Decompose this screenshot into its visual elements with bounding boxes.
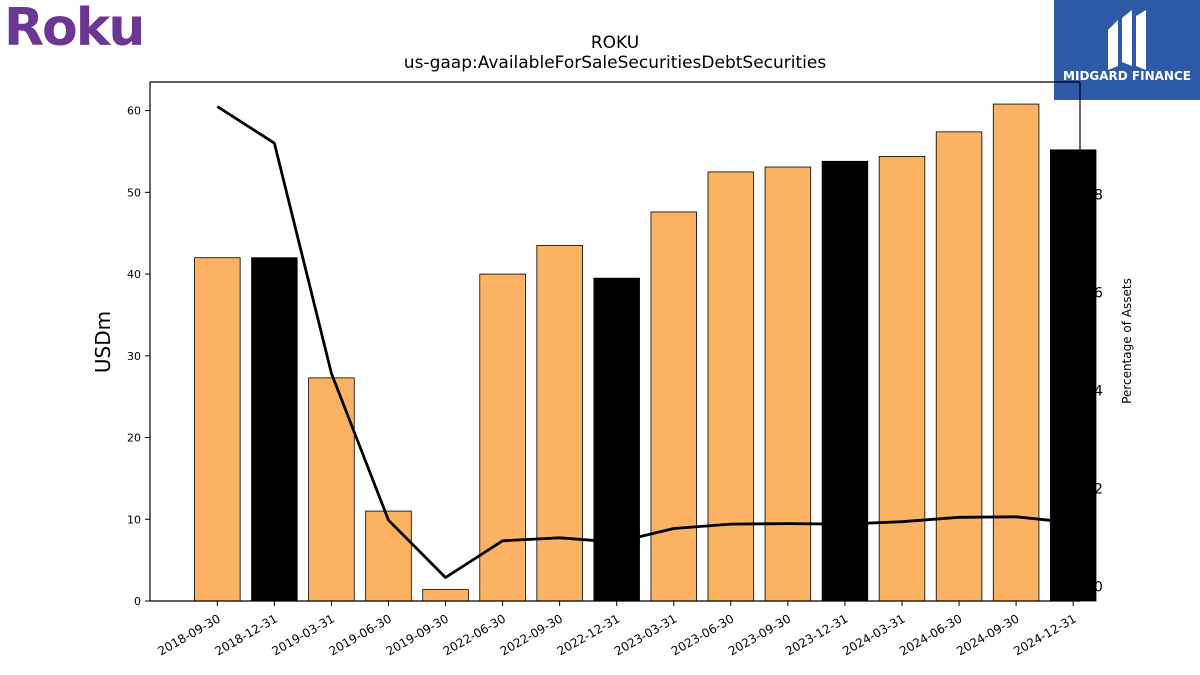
bar-2018-09-30 (194, 257, 241, 602)
x-tick-label-2022-09-30: 2022-09-30 (498, 611, 565, 658)
x-tick-label-2022-06-30: 2022-06-30 (441, 611, 508, 658)
y2-tick-label-4: 4 (1094, 383, 1103, 399)
bar-2024-12-31 (1049, 149, 1097, 602)
bar-2023-06-30 (707, 171, 755, 602)
x-tick-label-2024-06-30: 2024-06-30 (897, 611, 964, 658)
bar-2023-12-31 (821, 160, 869, 602)
x-tick-label-2024-12-31: 2024-12-31 (1011, 611, 1078, 658)
bar-2022-09-30 (536, 245, 583, 602)
x-tick-label-2018-12-31: 2018-12-31 (212, 611, 279, 658)
x-tick-label-2023-03-31: 2023-03-31 (612, 611, 679, 658)
x-tick-label-2024-09-30: 2024-09-30 (954, 611, 1021, 658)
bar-2019-09-30 (422, 589, 469, 602)
x-tick-label-2023-09-30: 2023-09-30 (726, 611, 793, 658)
plot-area: 0102030405060024682018-09-302018-12-3120… (127, 81, 1103, 658)
chart-subtitle: us-gaap:AvailableForSaleSecuritiesDebtSe… (404, 53, 827, 73)
x-tick-label-2024-03-31: 2024-03-31 (840, 611, 907, 658)
midgard-m-icon (1108, 10, 1146, 70)
y-tick-label-30: 30 (127, 350, 141, 363)
y-tick-label-0: 0 (134, 595, 141, 608)
y-tick-label-40: 40 (127, 268, 141, 281)
bar-2024-03-31 (878, 155, 926, 602)
bar-2018-12-31 (251, 257, 298, 602)
y2-axis-label: Percentage of Assets (1120, 278, 1134, 404)
y-tick-label-10: 10 (127, 513, 141, 526)
bar-2023-09-30 (764, 166, 812, 602)
x-tick-label-2019-03-31: 2019-03-31 (270, 611, 337, 658)
bar-2022-06-30 (479, 273, 526, 602)
roku-logo: Roku (4, 0, 145, 58)
x-tick-label-2019-09-30: 2019-09-30 (384, 611, 451, 658)
bar-2019-06-30 (365, 510, 412, 602)
y-tick-label-60: 60 (127, 105, 141, 118)
bar-2024-09-30 (992, 103, 1040, 602)
y-tick-label-20: 20 (127, 432, 141, 445)
x-tick-label-2019-06-30: 2019-06-30 (327, 611, 394, 658)
midgard-logo-mark (1054, 0, 1200, 100)
x-tick-label-2023-06-30: 2023-06-30 (669, 611, 736, 658)
midgard-finance-logo: MIDGARD FINANCE (1054, 0, 1200, 100)
y-axis-label: USDm (91, 311, 115, 373)
y2-tick-label-2: 2 (1094, 481, 1103, 497)
bar-2022-12-31 (593, 277, 640, 602)
y-tick-label-50: 50 (127, 186, 141, 199)
midgard-logo-text: MIDGARD FINANCE (1063, 69, 1191, 83)
y2-tick-label-8: 8 (1094, 188, 1103, 204)
y2-tick-label-0: 0 (1094, 579, 1103, 595)
chart-title: ROKU (591, 33, 639, 53)
y2-tick-label-6: 6 (1094, 286, 1103, 302)
x-tick-label-2022-12-31: 2022-12-31 (555, 611, 622, 658)
x-tick-label-2018-09-30: 2018-09-30 (155, 611, 222, 658)
percentage-line (216, 105, 1074, 579)
bar-2023-03-31 (650, 211, 697, 602)
bar-2024-06-30 (935, 131, 983, 602)
x-tick-label-2023-12-31: 2023-12-31 (783, 611, 850, 658)
bar-2019-03-31 (308, 377, 355, 602)
